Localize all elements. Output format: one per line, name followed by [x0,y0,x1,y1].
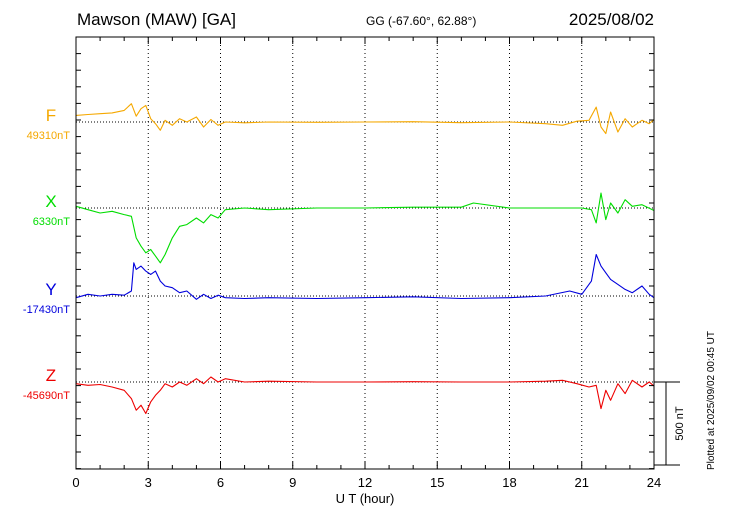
series-labels: F 49310nT X 6330nT Y -17430nT Z -45690nT [23,106,70,402]
x-tick-label-0: 0 [72,475,79,490]
x-tick-label-3: 3 [145,475,152,490]
series-letter-f: F [46,106,56,125]
x-axis-title: U T (hour) [336,491,395,506]
x-tick-label-18: 18 [502,475,516,490]
x-tick-label-9: 9 [289,475,296,490]
x-tick-label-24: 24 [647,475,661,490]
series-baseline-y: -17430nT [23,304,70,316]
series-baseline-f: 49310nT [27,130,71,142]
plot-grid [147,37,583,469]
plot-date: 2025/08/02 [568,10,654,29]
series-baseline-x: 6330nT [33,216,71,228]
station-title: Mawson (MAW) [GA] [77,10,236,29]
scale-bar-label: 500 nT [674,406,686,441]
x-tick-label-12: 12 [358,475,372,490]
trace-x [75,192,655,264]
trace-f [75,103,655,135]
series-baseline-z: -45690nT [23,390,70,402]
x-tick-label-15: 15 [430,475,444,490]
scale-bar: 500 nT [654,381,686,466]
series-letter-z: Z [46,366,56,385]
trace-z [75,376,655,415]
series-traces [75,103,655,415]
plotted-timestamp: Plotted at 2025/09/02 00:45 UT [706,331,717,470]
geographic-coords: GG (-67.60°, 62.88°) [366,14,477,28]
axis-ticks [75,36,655,470]
x-axis: 0 3 6 9 12 15 18 21 24 U T (hour) [72,475,661,506]
trace-y [75,253,655,300]
x-tick-label-21: 21 [575,475,589,490]
series-letter-y: Y [45,280,56,299]
series-letter-x: X [45,192,56,211]
x-tick-label-6: 6 [217,475,224,490]
